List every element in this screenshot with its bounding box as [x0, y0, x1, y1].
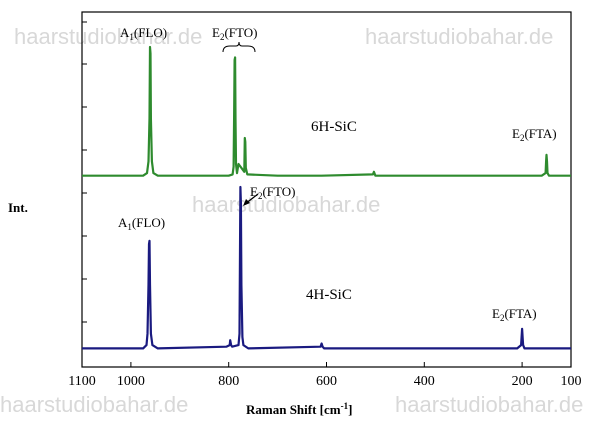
label-4h-e2-fta: E2(FTA)	[492, 306, 537, 323]
watermark-bottom-left: haarstudiobahar.de	[0, 392, 188, 417]
y-axis-label: Int.	[8, 200, 28, 215]
watermark-middle: haarstudiobahar.de	[192, 192, 380, 217]
x-tick-label-200: 200	[512, 374, 533, 389]
x-axis-label-sup: -1	[341, 401, 349, 411]
watermark-top-right: haarstudiobahar.de	[365, 24, 553, 49]
x-tick-label-800: 800	[218, 374, 239, 389]
label-4h-e2-fto: E2(FTO)	[250, 184, 295, 201]
label-4h-a1-flo: A1(FLO)	[118, 215, 165, 232]
watermarks: haarstudiobahar.de haarstudiobahar.de ha…	[0, 24, 583, 417]
sample-label-6h: 6H-SiC	[311, 119, 357, 135]
series-layer	[82, 45, 571, 350]
fto-bracket	[222, 41, 256, 53]
x-tick-label-1100: 1100	[68, 374, 95, 389]
sample-label-4h: 4H-SiC	[306, 287, 352, 303]
x-tick-label-400: 400	[414, 374, 435, 389]
label-6h-e2-fto: E2(FTO)	[212, 25, 257, 42]
label-6h-a1-flo: A1(FLO)	[120, 25, 167, 42]
x-tick-label-600: 600	[316, 374, 337, 389]
x-axis-label: Raman Shift [cm-1]	[246, 401, 352, 417]
x-axis-label-end: ]	[348, 402, 352, 417]
label-6h-e2-fta: E2(FTA)	[512, 126, 557, 143]
x-axis-ticks: 1100 1000 800 600 400 200 100	[68, 362, 582, 389]
x-tick-label-100: 100	[561, 374, 582, 389]
x-tick-label-1000: 1000	[117, 374, 145, 389]
watermark-top-left: haarstudiobahar.de	[14, 24, 202, 49]
fto-arrow-head	[243, 199, 250, 206]
x-axis-label-main: Raman Shift [cm	[246, 402, 341, 417]
series-line-0	[82, 45, 571, 177]
series-line-1	[82, 185, 571, 350]
watermark-bottom-right: haarstudiobahar.de	[395, 392, 583, 417]
y-axis-ticks	[82, 21, 87, 323]
